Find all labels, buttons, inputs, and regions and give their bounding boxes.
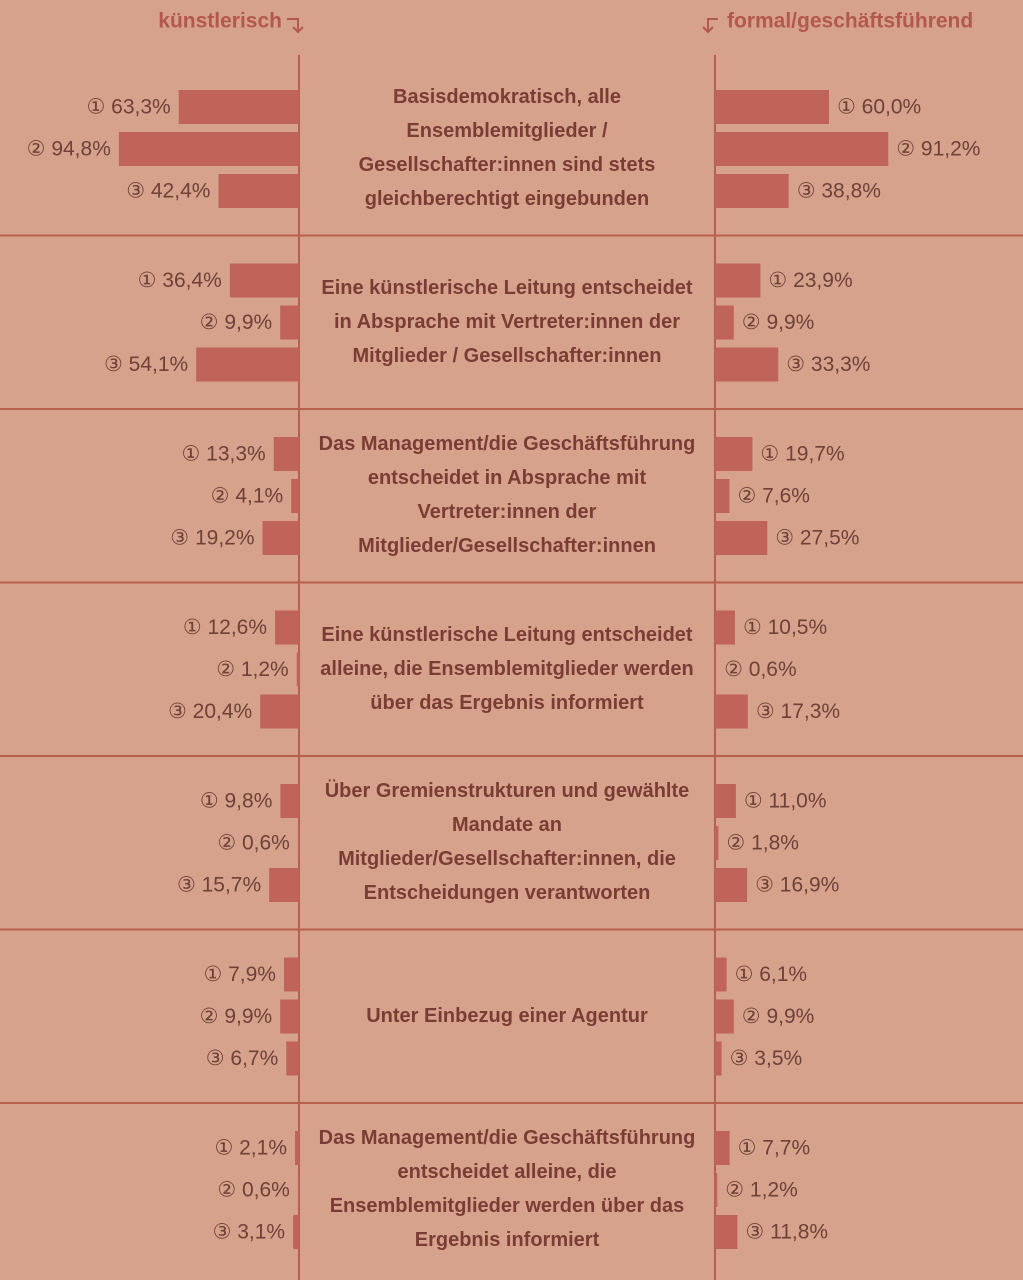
bar [715,305,734,340]
value-label: ③ 3,5% [730,1047,803,1070]
bar [715,347,779,382]
bar [286,1041,299,1076]
value-label: ② 9,9% [200,311,273,334]
bar [715,694,748,729]
bar [715,999,734,1034]
category-label: Unter Einbezug einer Agentur [366,1004,648,1027]
value-label: ③ 11,8% [745,1221,828,1244]
value-label: ① 9,8% [200,790,273,813]
value-label: ② 9,9% [742,1005,815,1028]
value-label: ① 11,0% [744,790,827,813]
value-label: ① 23,9% [768,269,852,292]
value-label: ③ 19,2% [170,527,254,550]
value-label: ② 7,6% [737,485,810,508]
value-label: ② 0,6% [217,1179,290,1202]
category-label: Basisdemokratisch, alle Ensemblemitglied… [358,86,656,210]
value-label: ③ 42,4% [126,180,210,203]
bar [196,347,299,382]
bar [297,1173,299,1207]
value-label: ② 94,8% [27,138,111,161]
value-label: ② 0,6% [217,832,290,855]
value-label: ② 1,2% [725,1179,798,1202]
bar [280,305,299,340]
bar [715,479,730,513]
bar [715,784,736,818]
bar [262,521,299,555]
value-label: ② 9,9% [742,311,815,334]
arrow-icon [287,18,304,34]
value-label: ③ 6,7% [206,1047,279,1070]
value-label: ② 0,6% [724,658,797,681]
bar [715,610,735,645]
left-header: künstlerisch [158,10,282,33]
arrow-icon [702,18,718,34]
bar [715,521,768,555]
value-label: ② 1,2% [216,658,289,681]
category-label: Das Management/die Geschäftsführung ents… [318,433,696,557]
bar [275,610,299,645]
value-label: ① 19,7% [760,443,844,466]
bar [715,1131,730,1165]
value-label: ① 12,6% [183,616,267,639]
value-label: ① 10,5% [743,616,827,639]
bar [273,437,299,471]
bar [296,652,299,687]
value-label: ② 4,1% [211,485,284,508]
value-label: ① 63,3% [87,96,171,119]
value-label: ② 91,2% [896,138,980,161]
bar [218,174,299,208]
value-label: ③ 15,7% [177,874,261,897]
value-label: ③ 38,8% [797,180,881,203]
right-header: formal/geschäftsführend [727,10,973,33]
bar [178,90,299,124]
bar [715,652,717,687]
value-label: ② 9,9% [200,1005,273,1028]
value-label: ① 7,9% [203,963,276,986]
value-label: ① 60,0% [837,96,921,119]
value-label: ① 13,3% [182,443,266,466]
bar [293,1215,299,1249]
bar [715,1173,718,1207]
value-label: ① 36,4% [138,269,222,292]
bar [715,437,753,471]
bar [715,174,789,208]
category-label: Eine künstlerische Leitung entscheidet a… [320,623,694,714]
bar [715,957,727,992]
category-label: Über Gremienstrukturen und gewählte Mand… [324,780,690,904]
category-label: Eine künstlerische Leitung entscheidet i… [321,276,693,367]
bar [715,263,761,298]
bar [715,132,889,166]
bar [280,784,299,818]
bar [715,826,719,860]
bar [283,957,299,992]
value-label: ① 7,7% [738,1137,811,1160]
bar [269,868,299,902]
value-label: ① 2,1% [214,1137,287,1160]
value-label: ③ 16,9% [755,874,839,897]
bar [297,826,299,860]
bar [715,1041,722,1076]
category-label: Das Management/die Geschäftsführung ents… [318,1127,696,1251]
bar [118,132,299,166]
bar [280,999,299,1034]
value-label: ③ 27,5% [775,527,859,550]
value-label: ③ 54,1% [104,353,188,376]
value-label: ③ 3,1% [213,1221,286,1244]
bar [295,1131,299,1165]
bar [260,694,299,729]
value-label: ③ 33,3% [786,353,870,376]
bar [715,868,748,902]
value-label: ③ 20,4% [168,700,252,723]
value-label: ① 6,1% [735,963,808,986]
value-label: ③ 17,3% [756,700,840,723]
bar [715,90,829,124]
bar [291,479,299,513]
bar [715,1215,738,1249]
bar [229,263,299,298]
value-label: ② 1,8% [726,832,799,855]
